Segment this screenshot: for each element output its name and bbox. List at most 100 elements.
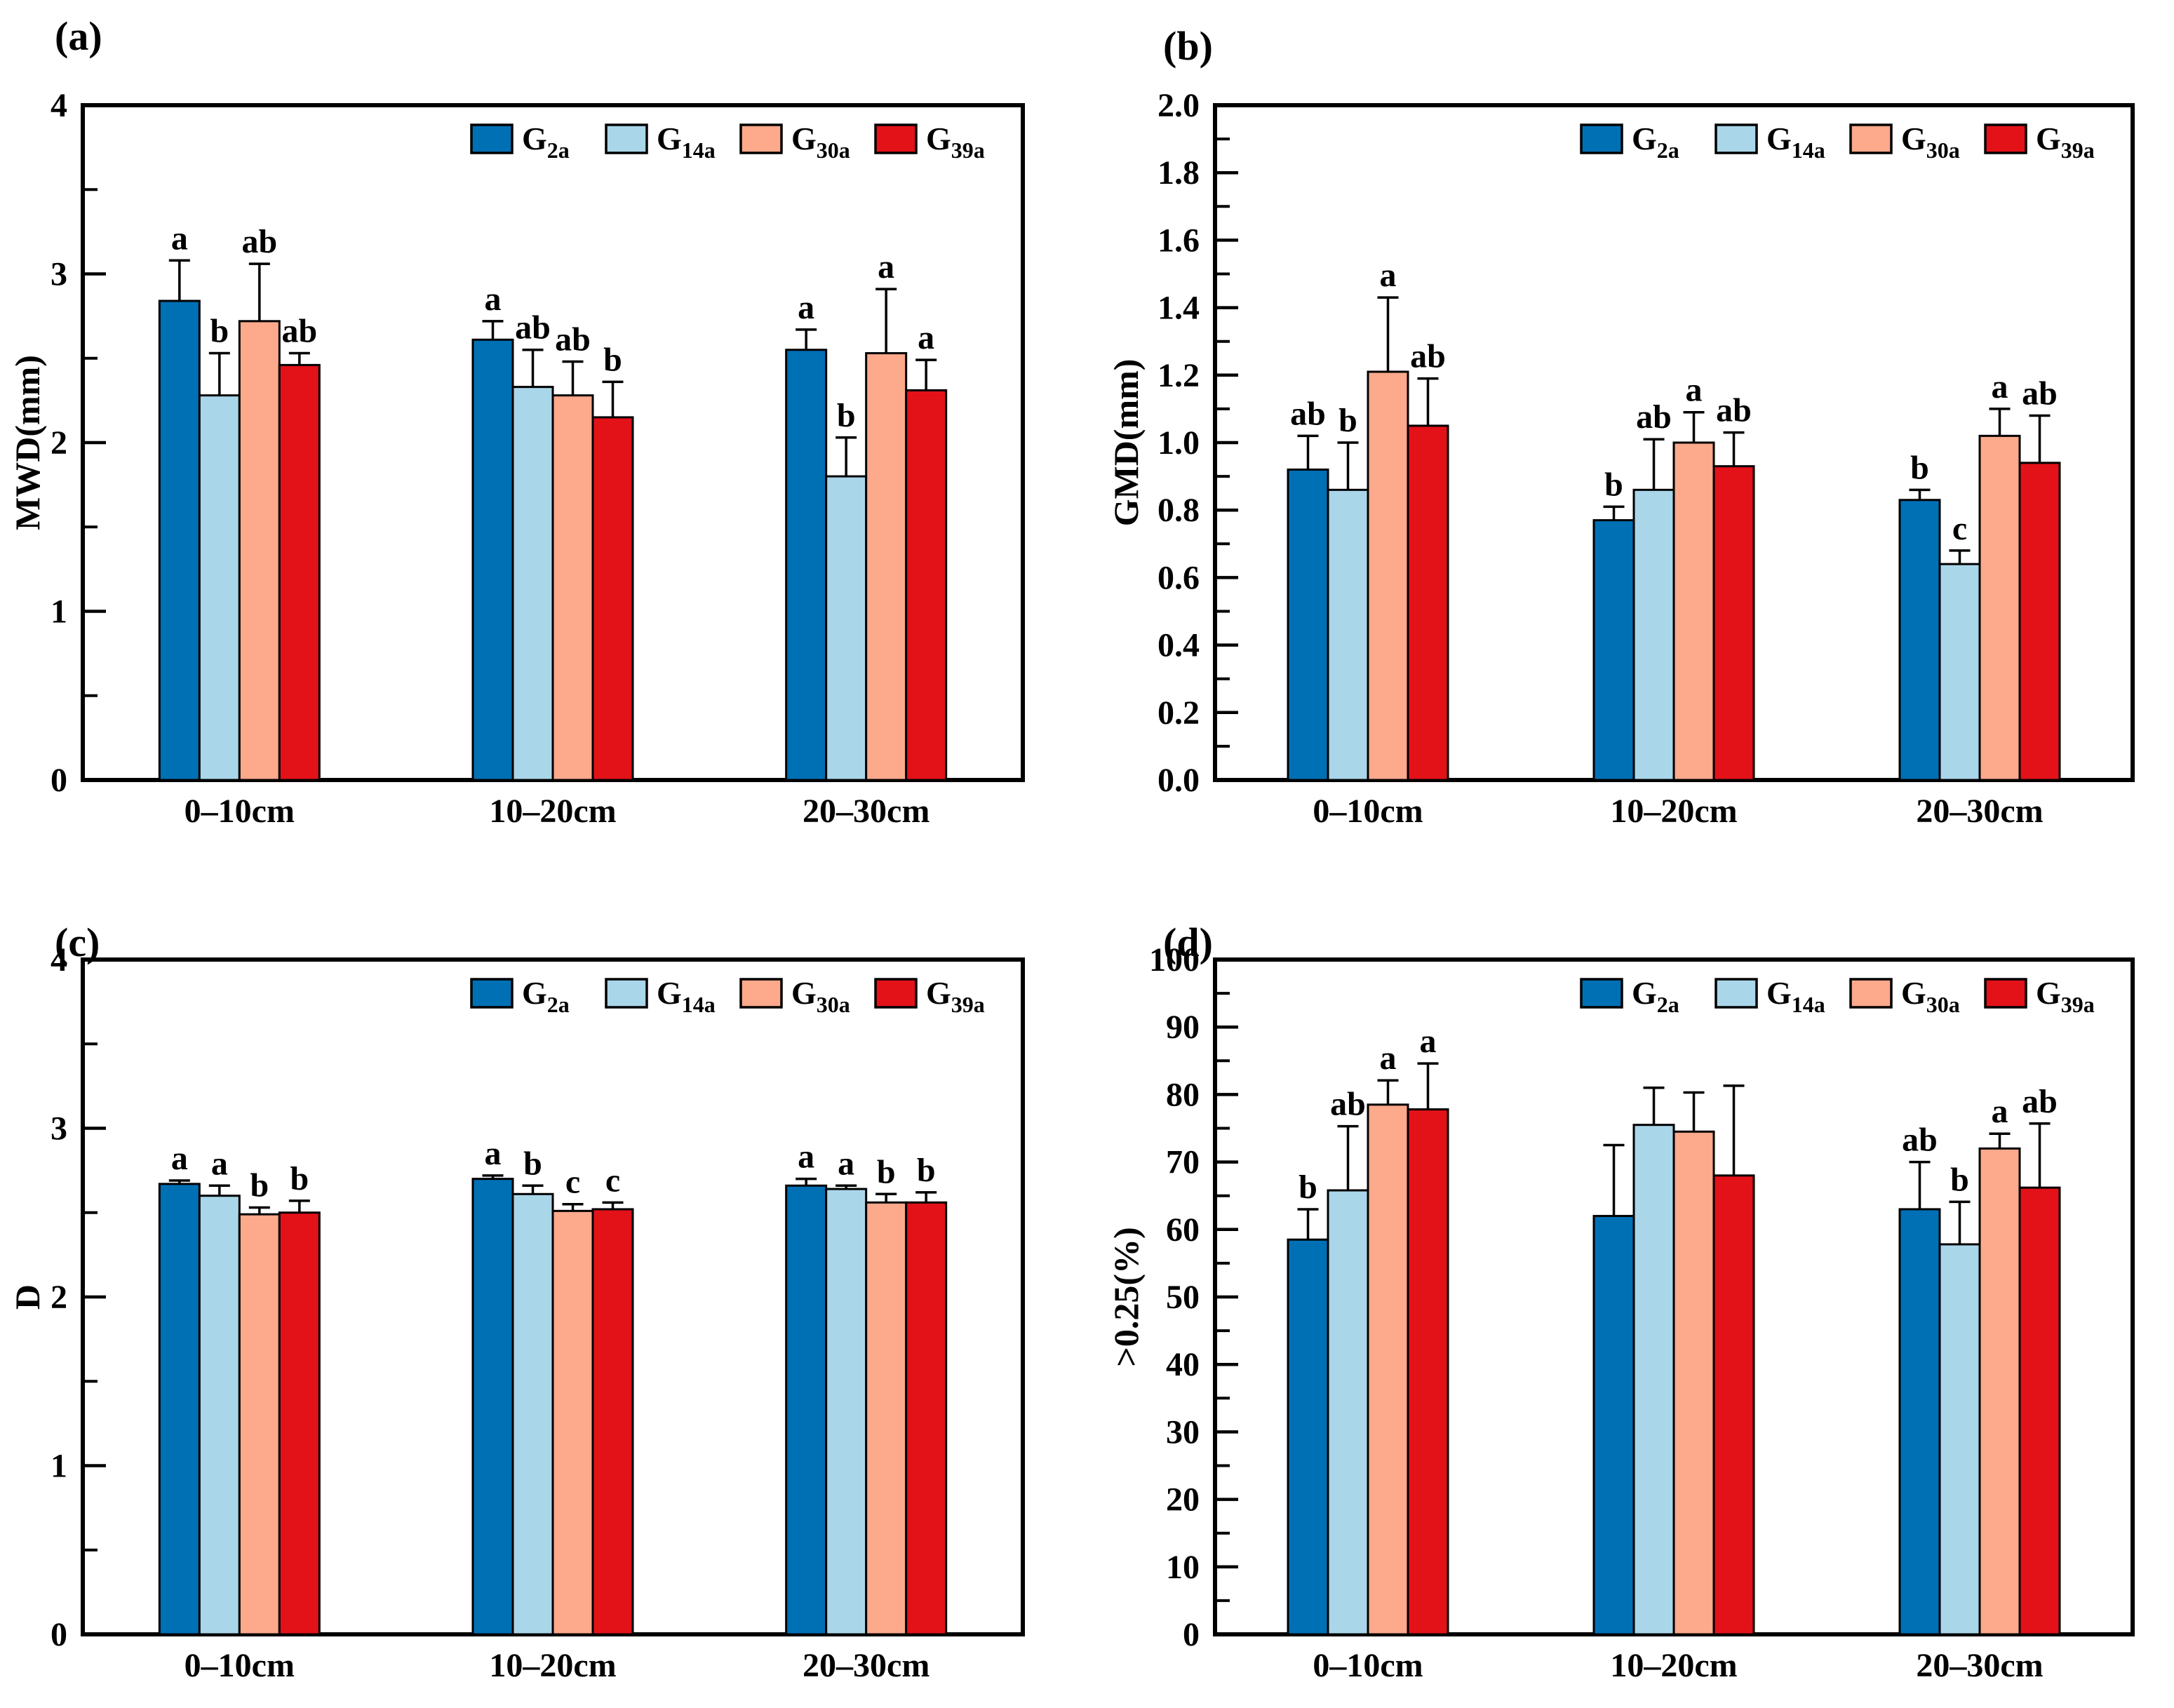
- y-axis-title: >0.25(%): [1106, 1227, 1146, 1366]
- sig-letter: c: [1952, 510, 1967, 547]
- x-tick-label: 10–20cm: [1610, 1647, 1737, 1684]
- bar: [551, 1209, 594, 1636]
- bar: [2018, 1186, 2061, 1636]
- sig-letter: b: [837, 397, 856, 434]
- y-axis-title: MWD(mm): [8, 355, 47, 530]
- legend-item: G14a: [605, 121, 716, 163]
- bar: [238, 1213, 281, 1636]
- bar: [158, 1183, 201, 1636]
- sig-letter: a: [798, 289, 814, 326]
- sig-letter: a: [918, 319, 934, 356]
- sig-letter: a: [1992, 368, 2008, 405]
- sig-letter: ab: [555, 321, 591, 358]
- y-tick-label: 3: [51, 256, 67, 293]
- sig-letter: b: [1950, 1161, 1969, 1198]
- x-tick-label: 20–30cm: [1916, 793, 2043, 830]
- panel-d-label: (d): [1163, 920, 1213, 965]
- bar: [238, 320, 281, 781]
- legend-item: G30a: [739, 121, 850, 163]
- bar: [1327, 1189, 1369, 1636]
- bar: [1938, 1243, 1981, 1636]
- y-tick-label: 0: [1183, 1616, 1200, 1653]
- y-tick-label: 3: [51, 1110, 67, 1148]
- y-axis: 0 1 2 3 4: [51, 87, 106, 799]
- x-tick-label: 0–10cm: [1313, 1647, 1423, 1684]
- bar: [1592, 1215, 1635, 1636]
- bar: [1712, 465, 1755, 781]
- bar: [471, 1178, 514, 1636]
- legend-swatch: [739, 123, 783, 154]
- legend-item: G39a: [874, 121, 985, 163]
- x-tick-label: 20–30cm: [803, 793, 930, 830]
- bar: [1938, 563, 1981, 781]
- y-axis: 0 10 20 30 40 50 60 70 80 90 100: [1149, 941, 1238, 1653]
- sig-letter: ab: [1902, 1122, 1938, 1159]
- y-tick-label: 80: [1166, 1076, 1200, 1113]
- legend-item: G14a: [1715, 121, 1825, 163]
- y-tick-label: 60: [1166, 1211, 1200, 1249]
- y-tick-label: 10: [1166, 1549, 1200, 1586]
- sig-letter: ab: [515, 309, 551, 347]
- legend: G2a G14a G30a G39a: [470, 121, 985, 163]
- legend-item: G30a: [1849, 975, 1960, 1017]
- sig-letter: a: [1380, 257, 1397, 294]
- sig-letter: ab: [1410, 338, 1446, 375]
- y-tick-label: 0: [51, 762, 67, 799]
- panel-a: (a) 0 1 2 3 4 MWD(mm) a b ab ab 0–10cm a ab ab b 10–20c…: [0, 0, 1087, 854]
- bar: [1898, 1208, 1941, 1636]
- legend-label: G30a: [791, 975, 850, 1017]
- legend-swatch: [605, 123, 648, 154]
- legend-label: G39a: [2036, 121, 2095, 163]
- sig-letter: a: [878, 248, 894, 285]
- bar: [511, 1192, 554, 1636]
- bar: [1672, 441, 1715, 781]
- y-tick-label: 2.0: [1158, 87, 1200, 124]
- sig-letter: ab: [1716, 392, 1752, 429]
- bar: [1287, 468, 1329, 781]
- legend-label: G14a: [1766, 121, 1825, 163]
- x-tick-label: 10–20cm: [489, 793, 616, 830]
- sig-letter: a: [1992, 1093, 2008, 1130]
- y-tick-label: 1.6: [1158, 222, 1200, 259]
- x-tick-label: 10–20cm: [489, 1647, 616, 1684]
- bar: [278, 363, 321, 781]
- sig-letter: a: [1686, 372, 1703, 409]
- sig-letter: ab: [1290, 395, 1326, 432]
- panel-c-label: (c): [55, 920, 100, 965]
- sig-letter: a: [838, 1145, 854, 1182]
- sig-letter: b: [210, 313, 229, 350]
- bar: [1407, 1108, 1449, 1636]
- bar: [1367, 1103, 1409, 1636]
- bar-group: aab abb: [471, 281, 634, 781]
- sig-letter: ab: [2022, 375, 2058, 412]
- y-tick-label: 2: [51, 1279, 67, 1316]
- legend-swatch: [1580, 123, 1623, 154]
- legend-item: G39a: [1984, 121, 2095, 163]
- legend: G2a G14a G30a G39a: [470, 975, 985, 1017]
- legend-label: G2a: [1632, 121, 1679, 163]
- legend-swatch: [1715, 978, 1758, 1009]
- bar: [785, 349, 828, 781]
- bar: [1712, 1174, 1755, 1636]
- y-tick-label: 1.0: [1158, 424, 1200, 462]
- legend-label: G30a: [791, 121, 850, 163]
- legend-item: G30a: [739, 975, 850, 1017]
- bar: [1327, 488, 1369, 781]
- legend-label: G14a: [657, 975, 716, 1017]
- legend-label: G14a: [657, 121, 716, 163]
- sig-letter: a: [1380, 1040, 1397, 1077]
- y-tick-label: 1.4: [1158, 290, 1200, 327]
- legend-swatch: [1984, 123, 2027, 154]
- y-tick-label: 0.0: [1158, 762, 1200, 799]
- y-tick-label: 4: [51, 87, 67, 124]
- legend-swatch: [605, 978, 648, 1009]
- legend-swatch: [1580, 978, 1623, 1009]
- legend-swatch: [1984, 978, 2027, 1009]
- y-tick-label: 50: [1166, 1279, 1200, 1316]
